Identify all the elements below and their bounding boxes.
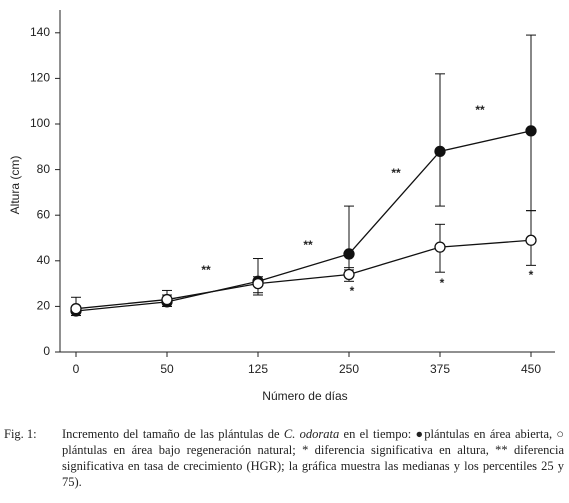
caption-text-part: en el tiempo: ●plántulas en área abierta… — [62, 427, 564, 489]
series-line — [75, 130, 532, 312]
point — [434, 145, 446, 158]
point — [343, 268, 355, 281]
series-line — [75, 239, 532, 310]
y-tick-label: 100 — [30, 116, 50, 130]
annotation: ** — [475, 103, 485, 117]
x-tick-label: 0 — [73, 362, 80, 376]
annotation: * — [440, 276, 445, 290]
caption: Fig. 1: Incremento del tamaño de las plá… — [4, 426, 564, 490]
y-tick-label: 80 — [37, 162, 51, 176]
y-tick-label: 140 — [30, 25, 50, 39]
error-bar — [526, 34, 536, 212]
caption-text-part: Incremento del tamaño de las plántulas d… — [62, 427, 284, 441]
x-tick-label: 250 — [339, 362, 359, 376]
y-tick-label: 40 — [37, 253, 51, 267]
y-tick-label: 120 — [30, 71, 50, 85]
point — [343, 248, 355, 260]
y-tick-label: 20 — [37, 299, 51, 313]
caption-text: Incremento del tamaño de las plántulas d… — [62, 426, 564, 490]
x-tick-label: 125 — [248, 362, 268, 376]
annotation: * — [350, 284, 355, 298]
y-tick-label: 0 — [43, 344, 50, 358]
x-tick-label: 50 — [160, 362, 174, 376]
point — [525, 234, 537, 246]
x-tick-label: 450 — [521, 362, 541, 376]
y-tick-label: 60 — [37, 207, 51, 221]
annotation: ** — [303, 238, 313, 252]
species-name: C. odorata — [283, 427, 340, 441]
point — [434, 241, 446, 253]
y-axis-title: Altura (cm) — [8, 156, 22, 215]
x-tick-label: 375 — [430, 362, 450, 376]
point — [525, 125, 537, 137]
point — [70, 303, 82, 315]
error-bar — [344, 205, 354, 271]
point — [161, 293, 173, 306]
annotation: ** — [391, 166, 401, 180]
annotation: * — [529, 268, 534, 282]
x-axis-title: Número de días — [262, 389, 347, 403]
point — [252, 277, 264, 290]
annotation: ** — [201, 263, 211, 277]
chart: Altura (cm) Número de días 0 20 40 60 80 100 1… — [8, 10, 555, 403]
error-bar — [435, 73, 445, 207]
caption-label: Fig. 1: — [4, 427, 37, 441]
